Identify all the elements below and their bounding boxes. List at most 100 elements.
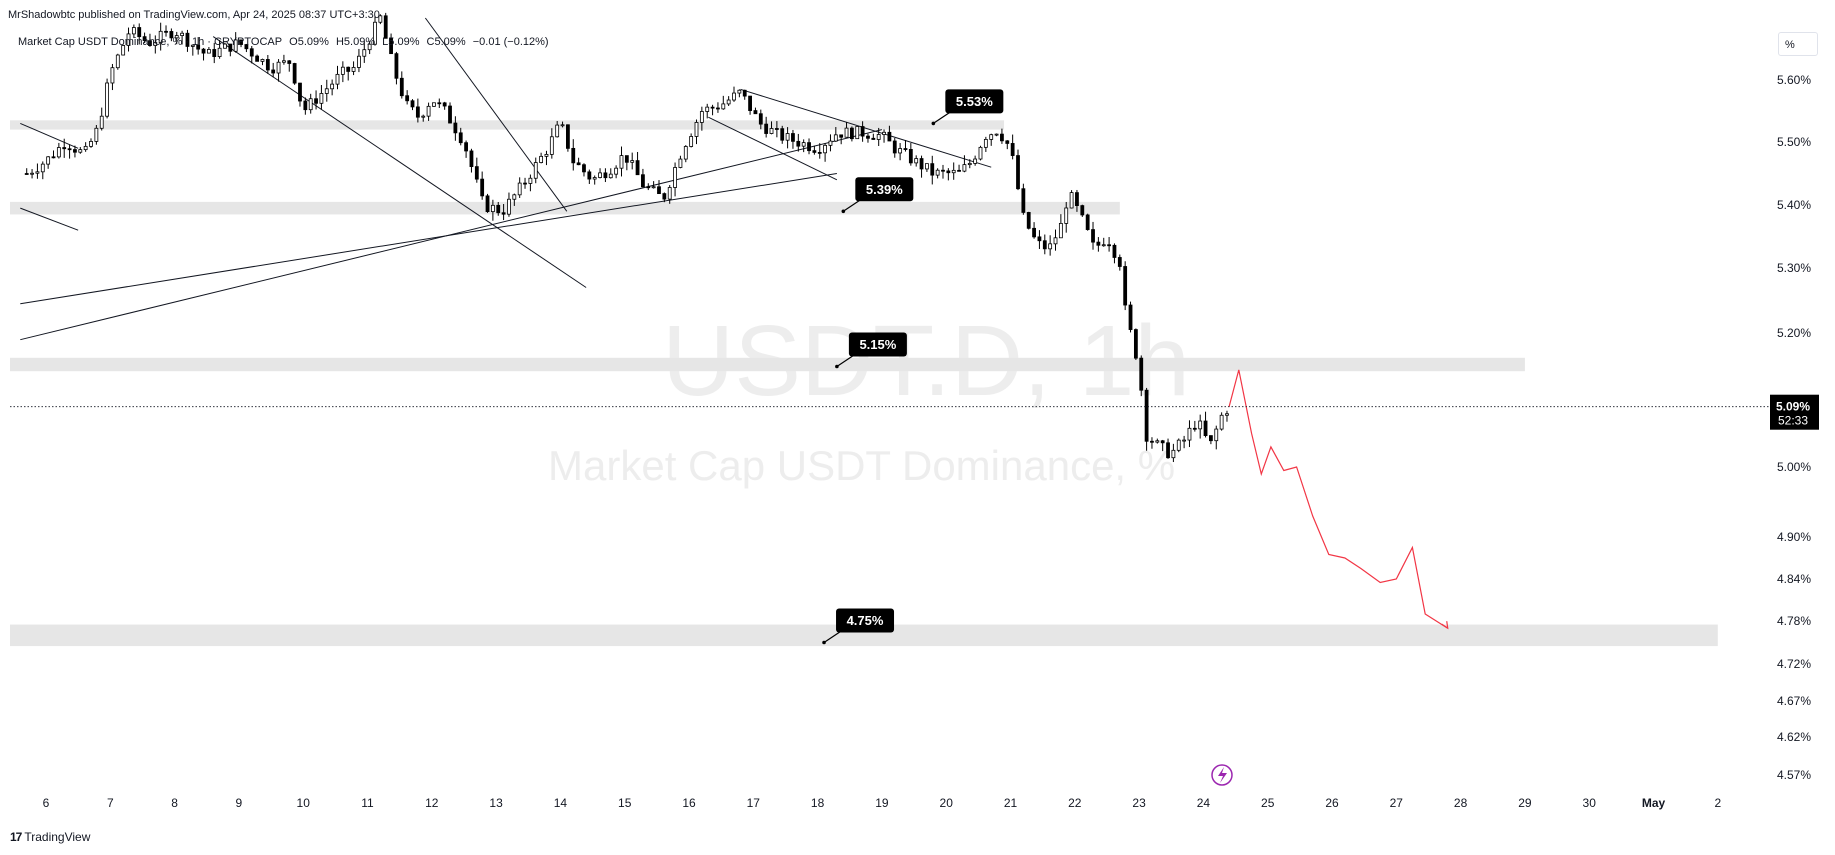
- candle-body: [560, 124, 565, 127]
- candle-body: [1144, 389, 1149, 442]
- y-tick-label: 4.84%: [1777, 572, 1811, 586]
- candle-body: [549, 136, 554, 155]
- candle-body: [1005, 140, 1010, 144]
- trendline-1[interactable]: [20, 122, 79, 149]
- candle-body: [683, 146, 688, 160]
- chart-legend: Market Cap USDT Dominance, % · 1h · CRYP…: [18, 36, 553, 48]
- trendline-5[interactable]: [20, 173, 837, 305]
- candle-body: [646, 186, 651, 189]
- candle-body: [448, 105, 452, 124]
- x-tick-label: 26: [1325, 796, 1339, 810]
- projection-path[interactable]: [1228, 369, 1449, 629]
- lightning-bolt-glyph: [1218, 767, 1227, 783]
- candle-body: [1112, 244, 1117, 258]
- candle-body: [673, 167, 677, 188]
- legend-symbol[interactable]: Market Cap USDT Dominance, % · 1h · CRYP…: [18, 36, 283, 48]
- candle-body: [1128, 304, 1133, 330]
- candle-body: [378, 15, 383, 23]
- candle-body: [608, 173, 613, 179]
- candle-body: [1198, 420, 1203, 430]
- candle-body: [989, 134, 994, 140]
- candle-body: [930, 163, 935, 176]
- candle-body: [83, 145, 88, 151]
- candle-body: [774, 128, 779, 130]
- candle-body: [528, 177, 533, 184]
- candle-body: [925, 163, 929, 170]
- candle-body: [823, 144, 828, 154]
- candle-body: [689, 136, 694, 147]
- candle-body: [935, 169, 940, 176]
- candle-body: [1187, 427, 1192, 441]
- callout-box-3[interactable]: [848, 332, 907, 357]
- candle-body: [748, 95, 752, 111]
- trendline-3[interactable]: [212, 36, 587, 288]
- candle-body: [464, 142, 468, 152]
- trendline-7[interactable]: [740, 88, 992, 168]
- lightning-bolt-icon[interactable]: [1211, 764, 1233, 786]
- candle-body: [1064, 207, 1069, 224]
- candle-body: [566, 124, 570, 149]
- candle-body: [501, 212, 506, 215]
- candle-body: [298, 82, 302, 102]
- candle-body: [185, 32, 190, 47]
- candle-body: [1155, 440, 1160, 443]
- candle-body: [1139, 357, 1144, 391]
- candle-body: [555, 124, 560, 138]
- y-tick-label: 5.40%: [1777, 198, 1811, 212]
- candle-body: [635, 160, 640, 176]
- trendline-6[interactable]: [20, 129, 883, 341]
- candle-body: [426, 105, 431, 117]
- callout-box-4[interactable]: [836, 608, 895, 633]
- candle-body: [1117, 257, 1122, 267]
- candle-body: [367, 43, 372, 51]
- candle-body: [737, 89, 742, 94]
- candle-body: [346, 66, 351, 72]
- candle-body: [442, 102, 447, 107]
- candle-body: [432, 102, 436, 107]
- candle-body: [485, 195, 490, 213]
- candle-body: [914, 158, 919, 164]
- candle-body: [89, 141, 93, 147]
- candle-body: [212, 49, 217, 57]
- candle-body: [217, 47, 222, 57]
- candle-body: [180, 32, 185, 36]
- callout-anchor-3: [835, 364, 839, 369]
- candle-body: [314, 98, 318, 104]
- legend-low: L5.09%: [382, 36, 420, 48]
- candle-body: [1058, 223, 1063, 239]
- candle-body: [196, 44, 201, 50]
- candle-body: [480, 178, 485, 197]
- x-tick-label: 30: [1583, 796, 1597, 810]
- callout-anchor-1: [931, 121, 936, 126]
- candle-body: [249, 48, 254, 57]
- candle-body: [651, 186, 656, 189]
- trendline-2[interactable]: [20, 207, 79, 231]
- candle-body: [56, 147, 61, 158]
- candle-body: [46, 156, 51, 165]
- x-tick-label: 27: [1390, 796, 1404, 810]
- candle-body: [871, 137, 876, 140]
- legend-change: −0.01 (−0.12%): [472, 36, 549, 48]
- percent-scale-button[interactable]: %: [1778, 32, 1818, 56]
- candle-body: [158, 30, 163, 43]
- watermark-name: Market Cap USDT Dominance, %: [548, 442, 1175, 489]
- trendline-4[interactable]: [424, 17, 568, 212]
- candle-body: [260, 59, 265, 62]
- x-tick-label: 11: [361, 796, 374, 810]
- candle-body: [983, 139, 988, 148]
- candle-body: [817, 152, 822, 154]
- candle-body: [308, 98, 313, 111]
- candle-body: [394, 53, 399, 79]
- candle-body: [539, 155, 544, 163]
- callout-box-1[interactable]: [945, 89, 1004, 114]
- callout-box-2[interactable]: [855, 177, 914, 202]
- candle-body: [919, 158, 924, 170]
- candle-body: [490, 204, 495, 213]
- candle-body: [40, 163, 45, 173]
- candle-body: [866, 135, 870, 139]
- trendline-8[interactable]: [708, 116, 838, 181]
- candle-body: [115, 54, 120, 69]
- candle-body: [340, 66, 345, 75]
- tradingview-logo[interactable]: 17 TradingView: [10, 830, 90, 844]
